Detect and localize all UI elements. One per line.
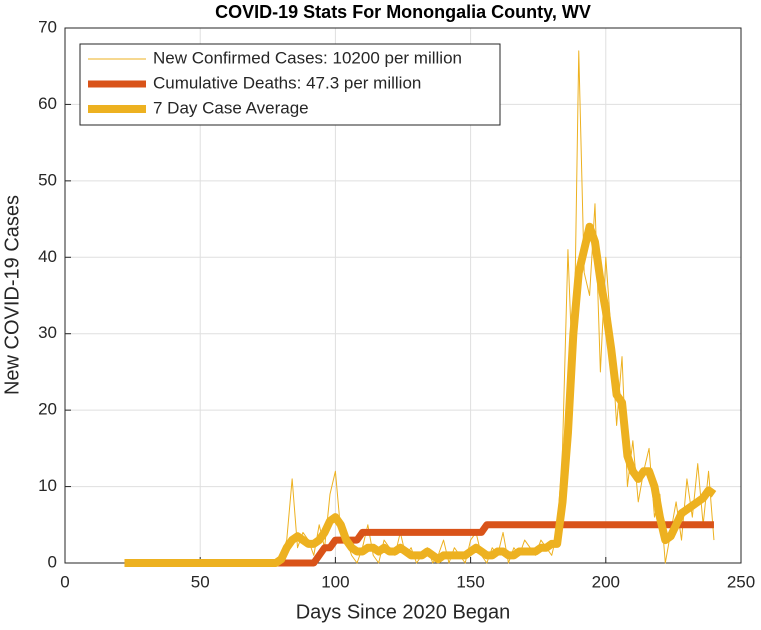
y-tick-label: 50 — [38, 170, 57, 189]
plot-frame — [64, 27, 742, 564]
y-tick-label: 10 — [38, 476, 57, 495]
y-axis-label: New COVID-19 Cases — [1, 195, 23, 395]
y-tick-label: 0 — [48, 552, 57, 571]
x-tick-label: 50 — [191, 572, 210, 591]
x-tick-label: 150 — [456, 572, 484, 591]
x-tick-label: 200 — [592, 572, 620, 591]
legend-box — [79, 43, 501, 126]
legend-label: New Confirmed Cases: 10200 per million — [153, 48, 462, 67]
y-tick-label: 30 — [38, 323, 57, 342]
x-tick-label: 0 — [60, 572, 69, 591]
y-tick-label: 60 — [38, 94, 57, 113]
legend-label: Cumulative Deaths: 47.3 per million — [153, 73, 421, 92]
y-tick-label: 20 — [38, 400, 57, 419]
y-tick-label: 70 — [38, 17, 57, 36]
y-tick-label: 40 — [38, 247, 57, 266]
x-tick-label: 250 — [727, 572, 755, 591]
x-tick-label: 100 — [321, 572, 349, 591]
series-line — [124, 222, 717, 567]
x-axis-label: Days Since 2020 Began — [296, 601, 511, 623]
chart-title: COVID-19 Stats For Monongalia County, WV — [215, 2, 591, 22]
legend-label: 7 Day Case Average — [153, 98, 309, 117]
